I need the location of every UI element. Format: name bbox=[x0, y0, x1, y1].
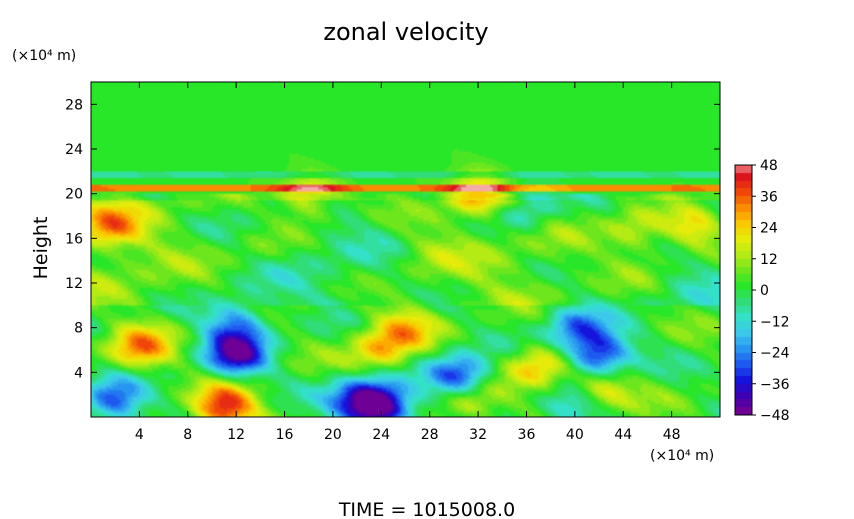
x-tick-label: 48 bbox=[663, 427, 681, 443]
colorbar-tick-label: 24 bbox=[760, 221, 778, 237]
velocity-field bbox=[91, 82, 720, 417]
x-tick-label: 32 bbox=[469, 427, 487, 443]
colorbar-tick-label: 12 bbox=[760, 252, 778, 268]
y-axis-label: Height bbox=[30, 217, 52, 280]
colorbar-ticks: 48 36 24 12 0 −12 −24 −36 −48 bbox=[752, 158, 790, 424]
y-tick-label: 16 bbox=[65, 231, 83, 247]
y-tick-label: 8 bbox=[74, 321, 83, 337]
colorbar-tick-label: 36 bbox=[760, 189, 778, 205]
y-tick-label: 4 bbox=[74, 365, 83, 381]
x-tick-label: 24 bbox=[372, 427, 390, 443]
x-tick-label: 16 bbox=[276, 427, 294, 443]
y-tick-label: 20 bbox=[65, 187, 83, 203]
x-tick-label: 40 bbox=[566, 427, 584, 443]
x-tick-label: 20 bbox=[324, 427, 342, 443]
colorbar-tick-label: −36 bbox=[760, 377, 790, 393]
x-tick-label: 44 bbox=[614, 427, 632, 443]
colorbar-tick-label: 48 bbox=[760, 158, 778, 174]
y-tick-label: 28 bbox=[65, 97, 83, 113]
x-tick-label: 12 bbox=[227, 427, 245, 443]
x-axis-ticks: 4 8 12 16 20 24 28 32 36 40 44 48 bbox=[135, 82, 681, 443]
colorbar: 48 36 24 12 0 −12 −24 −36 −48 bbox=[734, 158, 790, 424]
colorbar-tick-label: 0 bbox=[760, 283, 769, 299]
colorbar-tick-label: −48 bbox=[760, 408, 790, 424]
y-axis-ticks: 4 8 12 16 20 24 28 bbox=[65, 97, 720, 381]
chart-title: zonal velocity bbox=[323, 18, 488, 46]
x-tick-label: 36 bbox=[518, 427, 536, 443]
x-axis-unit: (×10⁴ m) bbox=[650, 448, 714, 464]
y-axis-unit: (×10⁴ m) bbox=[12, 48, 76, 64]
x-tick-label: 28 bbox=[421, 427, 439, 443]
colorbar-gradient bbox=[735, 165, 752, 415]
colorbar-tick-label: −12 bbox=[760, 314, 790, 330]
x-tick-label: 4 bbox=[135, 427, 144, 443]
colorbar-tick-label: −24 bbox=[760, 346, 790, 362]
y-tick-label: 24 bbox=[65, 142, 83, 158]
plot-frame bbox=[90, 81, 721, 418]
y-tick-label: 12 bbox=[65, 276, 83, 292]
heatmap-plot-area bbox=[90, 81, 721, 418]
time-stamp: TIME = 1015008.0 bbox=[338, 499, 515, 519]
x-tick-label: 8 bbox=[183, 427, 192, 443]
